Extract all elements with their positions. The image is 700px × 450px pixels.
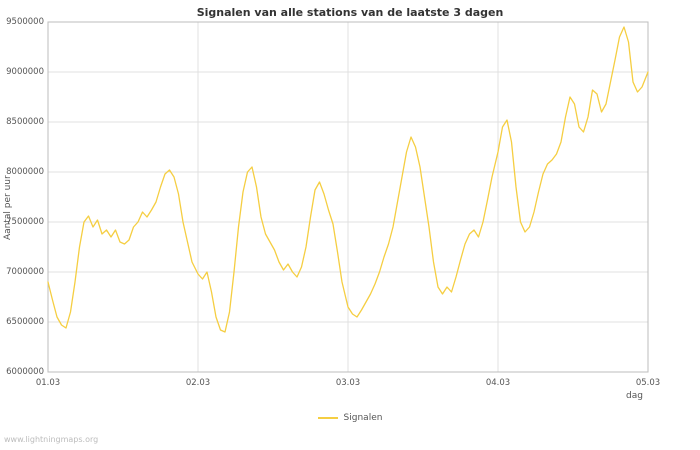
chart-title: Signalen van alle stations van de laatst…	[196, 6, 504, 19]
legend: Signalen	[0, 413, 700, 423]
x-axis-label: dag	[626, 391, 643, 401]
watermark: www.lightningmaps.org	[4, 435, 99, 444]
legend-label: Signalen	[343, 413, 383, 423]
y-axis-label: Aantal per uur	[3, 175, 13, 240]
legend-line-swatch	[317, 417, 338, 419]
